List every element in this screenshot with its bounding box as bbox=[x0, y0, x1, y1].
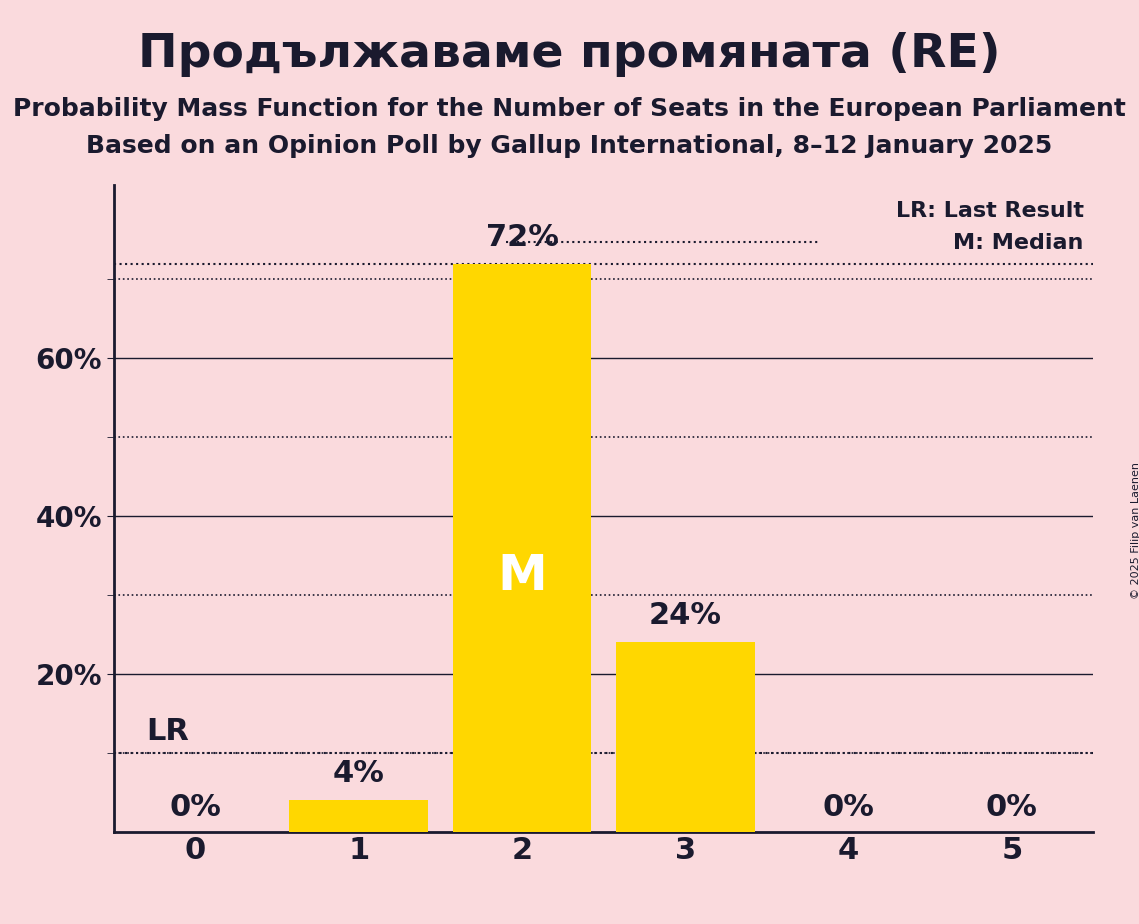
Bar bbox=[452, 263, 591, 832]
Text: Based on an Opinion Poll by Gallup International, 8–12 January 2025: Based on an Opinion Poll by Gallup Inter… bbox=[87, 134, 1052, 158]
Text: M: Median: M: Median bbox=[953, 233, 1083, 253]
Text: 72%: 72% bbox=[485, 223, 558, 252]
Text: © 2025 Filip van Laenen: © 2025 Filip van Laenen bbox=[1131, 462, 1139, 599]
Bar bbox=[289, 800, 428, 832]
Text: Probability Mass Function for the Number of Seats in the European Parliament: Probability Mass Function for the Number… bbox=[13, 97, 1126, 121]
Bar bbox=[616, 642, 755, 832]
Text: LR: LR bbox=[147, 717, 189, 747]
Text: 0%: 0% bbox=[822, 793, 875, 822]
Text: Продължаваме промяната (RE): Продължаваме промяната (RE) bbox=[138, 32, 1001, 78]
Text: M: M bbox=[497, 552, 547, 600]
Text: 0%: 0% bbox=[986, 793, 1038, 822]
Text: LR: Last Result: LR: Last Result bbox=[895, 201, 1083, 221]
Text: 24%: 24% bbox=[649, 602, 722, 630]
Text: 0%: 0% bbox=[170, 793, 221, 822]
Text: 4%: 4% bbox=[333, 760, 385, 788]
